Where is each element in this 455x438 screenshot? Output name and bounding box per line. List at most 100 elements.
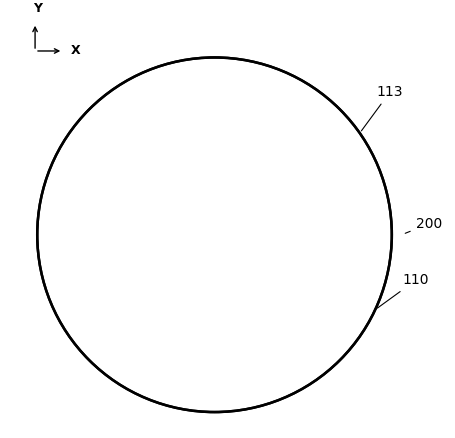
Circle shape bbox=[97, 335, 101, 339]
Circle shape bbox=[224, 229, 228, 233]
Circle shape bbox=[215, 347, 219, 352]
Circle shape bbox=[188, 83, 192, 87]
Circle shape bbox=[206, 95, 210, 99]
Circle shape bbox=[155, 360, 159, 364]
Circle shape bbox=[355, 223, 359, 227]
Circle shape bbox=[204, 394, 208, 398]
Circle shape bbox=[297, 316, 301, 320]
Circle shape bbox=[191, 335, 195, 339]
Circle shape bbox=[92, 117, 96, 121]
Circle shape bbox=[202, 375, 206, 379]
Circle shape bbox=[152, 385, 157, 389]
Circle shape bbox=[215, 363, 219, 367]
Circle shape bbox=[222, 64, 226, 68]
Circle shape bbox=[147, 292, 151, 296]
Circle shape bbox=[342, 273, 346, 277]
Circle shape bbox=[287, 105, 290, 109]
Bar bbox=[276, 312, 307, 343]
Circle shape bbox=[157, 167, 161, 171]
Circle shape bbox=[106, 323, 110, 327]
Circle shape bbox=[131, 332, 135, 336]
Circle shape bbox=[92, 366, 96, 370]
Circle shape bbox=[333, 192, 337, 196]
Circle shape bbox=[282, 332, 286, 336]
Circle shape bbox=[266, 285, 270, 289]
Circle shape bbox=[219, 167, 223, 171]
Circle shape bbox=[364, 145, 368, 149]
Circle shape bbox=[79, 338, 83, 342]
Circle shape bbox=[202, 195, 206, 199]
Circle shape bbox=[268, 86, 273, 90]
Circle shape bbox=[128, 235, 132, 240]
Circle shape bbox=[219, 261, 223, 265]
Circle shape bbox=[59, 261, 63, 265]
Circle shape bbox=[224, 307, 228, 311]
Circle shape bbox=[206, 142, 210, 146]
Circle shape bbox=[344, 161, 348, 165]
Circle shape bbox=[279, 102, 283, 106]
Circle shape bbox=[199, 385, 203, 389]
Circle shape bbox=[64, 332, 68, 336]
Circle shape bbox=[264, 242, 268, 246]
Bar bbox=[307, 125, 338, 156]
Circle shape bbox=[90, 130, 94, 134]
Circle shape bbox=[79, 276, 83, 280]
Circle shape bbox=[339, 145, 343, 149]
Circle shape bbox=[235, 385, 239, 389]
Circle shape bbox=[142, 347, 146, 352]
Circle shape bbox=[233, 86, 237, 90]
Circle shape bbox=[106, 176, 110, 180]
Circle shape bbox=[253, 266, 257, 271]
Circle shape bbox=[248, 102, 252, 106]
Circle shape bbox=[82, 335, 86, 339]
Circle shape bbox=[253, 335, 257, 339]
Circle shape bbox=[90, 261, 94, 265]
Circle shape bbox=[271, 363, 275, 367]
Circle shape bbox=[173, 400, 177, 405]
Circle shape bbox=[162, 347, 166, 352]
Circle shape bbox=[359, 285, 364, 289]
Circle shape bbox=[268, 288, 273, 293]
Circle shape bbox=[97, 226, 101, 230]
Circle shape bbox=[115, 301, 119, 305]
Circle shape bbox=[308, 183, 312, 187]
Circle shape bbox=[215, 332, 219, 336]
Circle shape bbox=[157, 338, 161, 342]
Bar bbox=[152, 125, 182, 156]
Circle shape bbox=[147, 347, 151, 352]
Circle shape bbox=[217, 273, 221, 277]
Circle shape bbox=[329, 161, 333, 165]
Circle shape bbox=[152, 378, 157, 383]
Circle shape bbox=[308, 285, 312, 289]
Circle shape bbox=[155, 319, 159, 324]
Circle shape bbox=[193, 378, 197, 383]
Circle shape bbox=[253, 158, 257, 162]
Circle shape bbox=[208, 347, 212, 352]
Circle shape bbox=[84, 192, 88, 196]
Circle shape bbox=[199, 198, 203, 202]
Circle shape bbox=[111, 316, 115, 320]
Circle shape bbox=[106, 301, 110, 305]
Circle shape bbox=[264, 117, 268, 121]
Circle shape bbox=[222, 86, 226, 90]
Circle shape bbox=[300, 164, 303, 168]
Circle shape bbox=[215, 254, 219, 258]
Circle shape bbox=[100, 99, 104, 102]
Circle shape bbox=[253, 251, 257, 255]
Circle shape bbox=[100, 261, 104, 265]
Circle shape bbox=[310, 133, 314, 137]
Circle shape bbox=[282, 254, 286, 258]
Circle shape bbox=[240, 285, 244, 289]
Circle shape bbox=[324, 145, 328, 149]
Circle shape bbox=[238, 148, 242, 152]
Circle shape bbox=[66, 273, 70, 277]
Circle shape bbox=[59, 285, 63, 289]
Circle shape bbox=[66, 211, 70, 215]
Circle shape bbox=[199, 223, 203, 227]
Circle shape bbox=[193, 192, 197, 196]
Circle shape bbox=[75, 270, 79, 274]
Circle shape bbox=[233, 391, 237, 395]
Circle shape bbox=[144, 226, 148, 230]
Circle shape bbox=[193, 136, 197, 140]
Circle shape bbox=[282, 161, 286, 165]
